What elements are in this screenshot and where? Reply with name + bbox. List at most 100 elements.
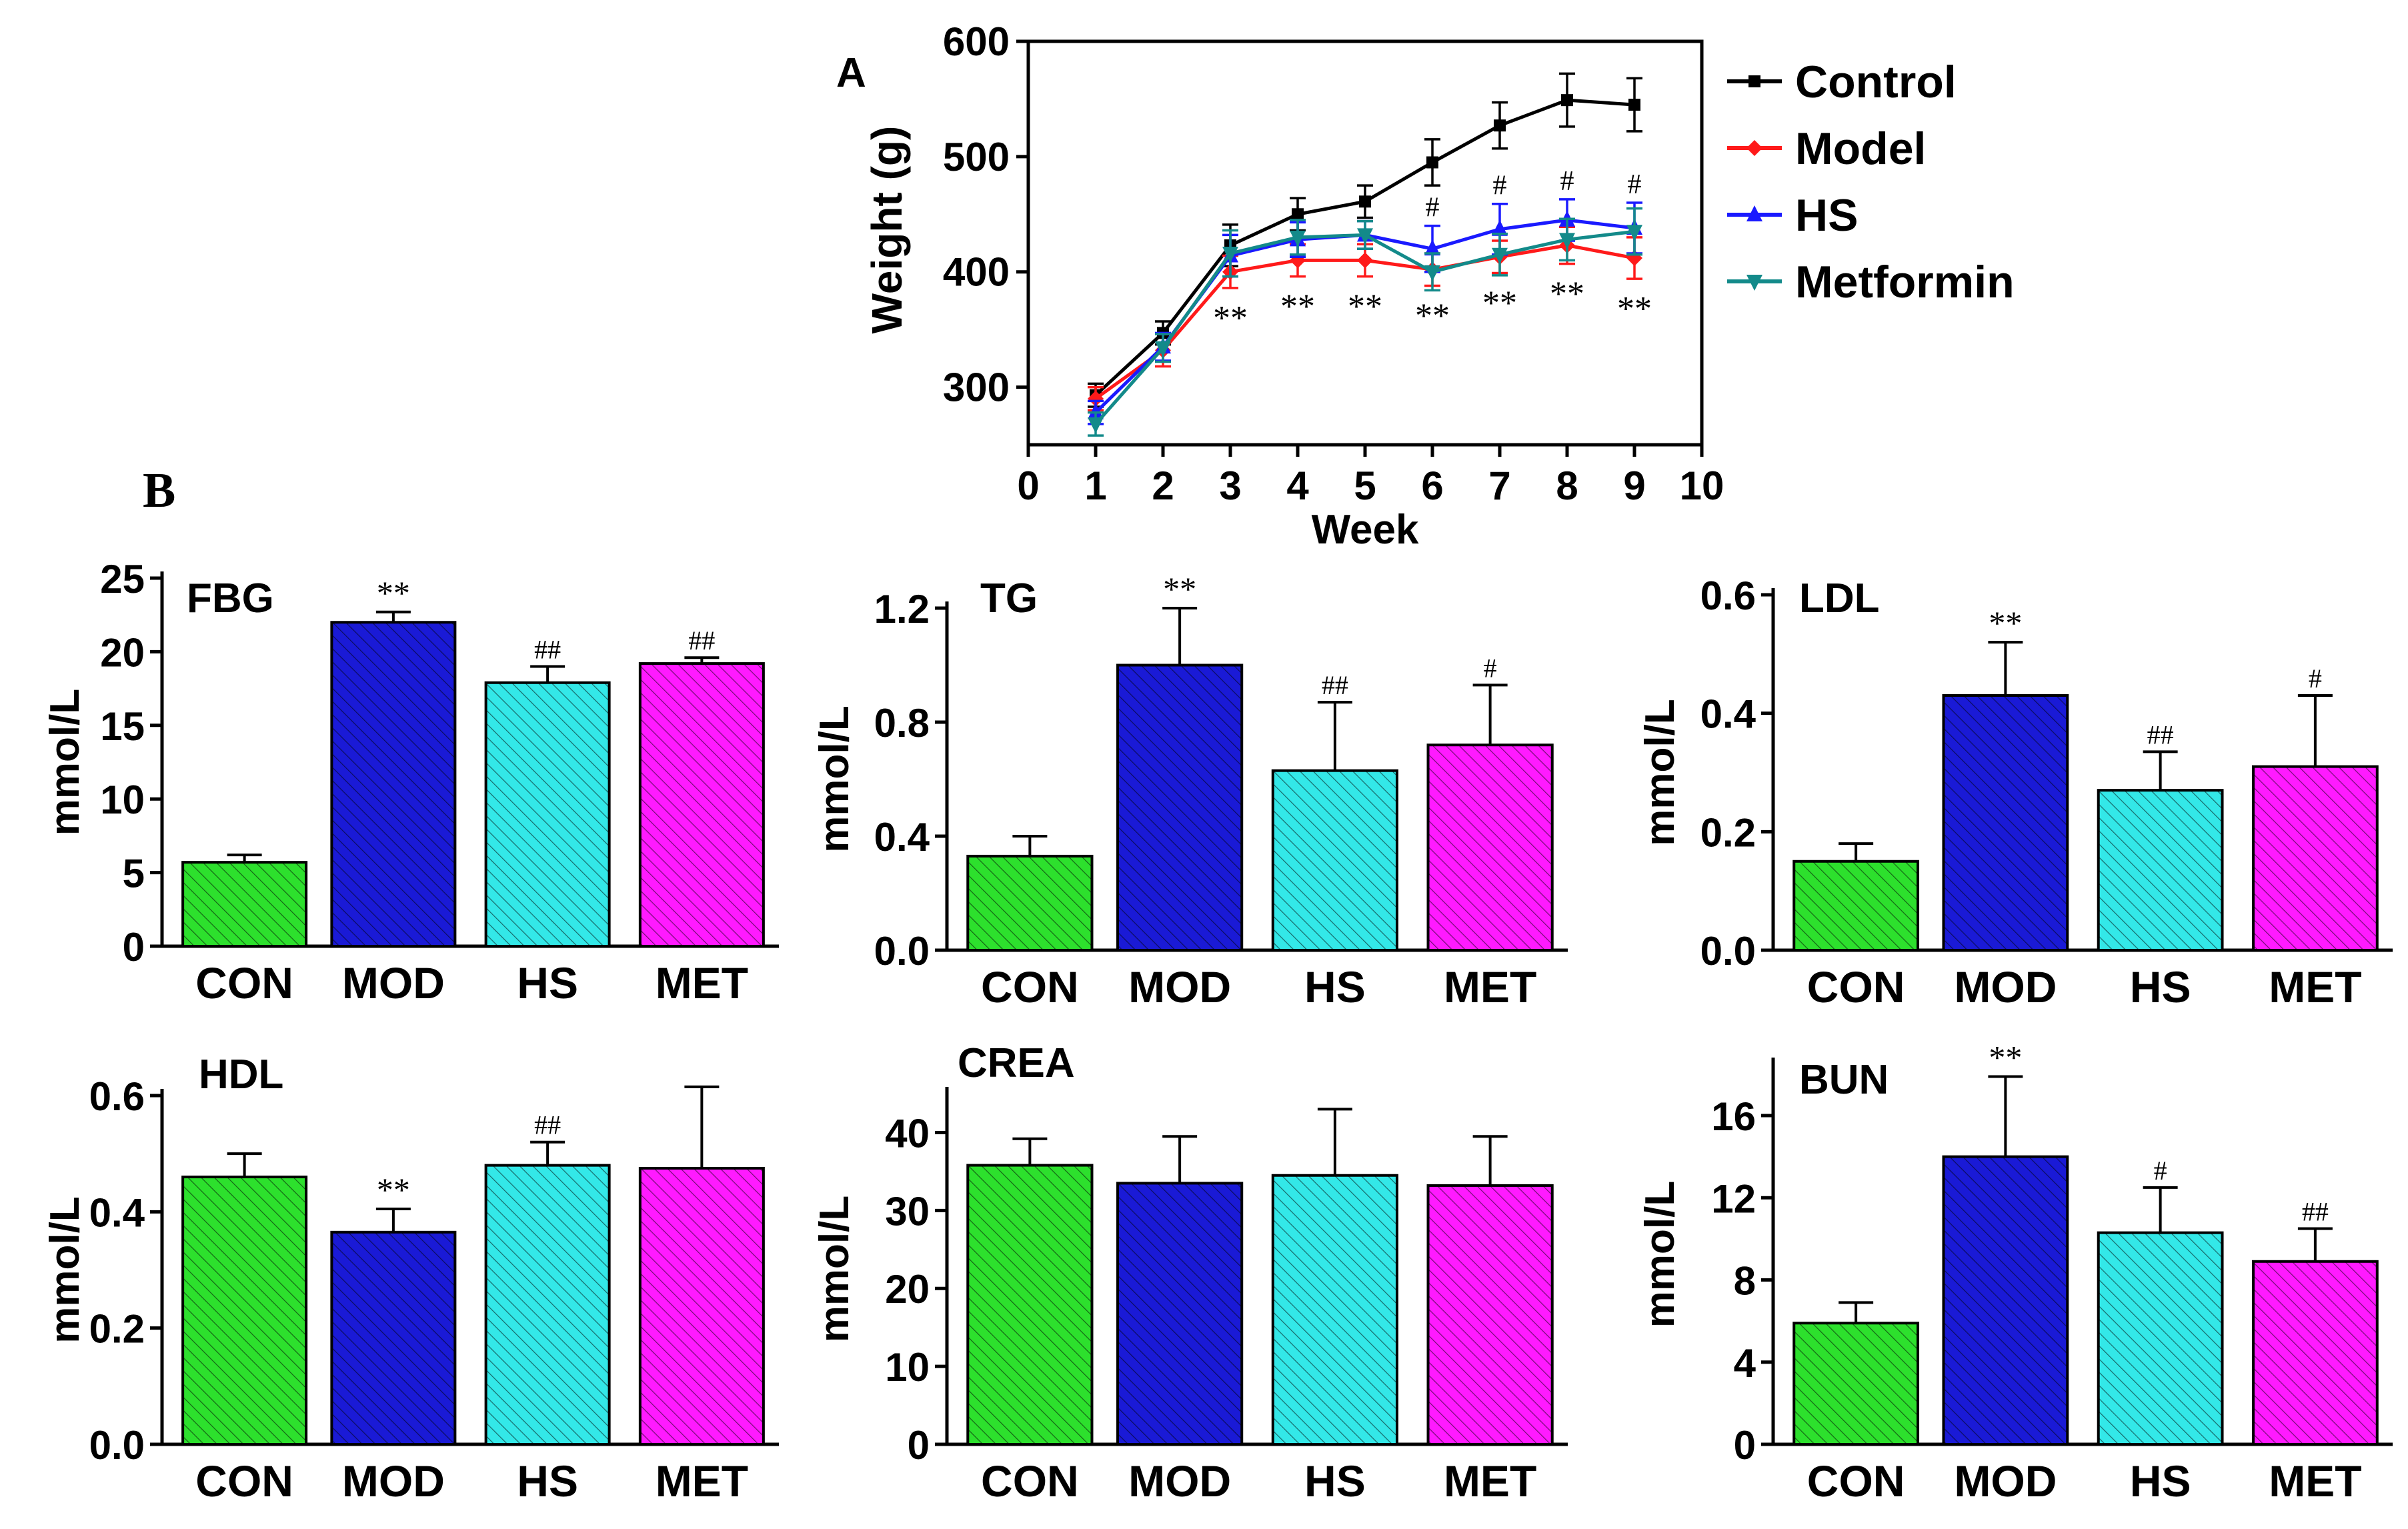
data-point [1561,94,1573,107]
crea-chart: 0 10 20 30 40 CREA mmol/L CON MOD HS MET [812,1040,1568,1506]
data-point [1424,265,1440,281]
data-point [1088,417,1104,433]
y-tick-label: 20 [885,1267,930,1312]
x-tick-label: 7 [1488,463,1510,508]
x-tick-label: HS [1304,962,1366,1012]
significance-mark: ** [1989,604,2022,641]
y-tick-label: 16 [1711,1094,1756,1139]
bar-hatch [2098,1232,2223,1444]
significance-mark: # [1628,169,1642,200]
y-tick-label: 30 [885,1189,930,1234]
bar-hatch [968,1165,1092,1444]
y-axis-label: mmol/L [42,1196,88,1343]
data-point [1222,247,1238,263]
legend-marker [1746,275,1762,291]
significance-mark: ## [534,1110,561,1140]
x-tick-label: MET [2269,962,2361,1012]
x-tick-label: 2 [1152,463,1174,508]
bar-hatch [1118,1183,1242,1444]
bun-chart: 0 4 8 12 16 BUN mmol/L CON ** MOD # HS ## MET [1637,1038,2393,1506]
x-tick-label: MOD [1954,962,2057,1012]
x-tick-label: 0 [1017,463,1039,508]
x-tick-label: MOD [1128,1456,1231,1506]
bar-hatch [2253,766,2377,950]
x-tick-label: HS [2130,962,2191,1012]
chart-title: BUN [1799,1057,1889,1103]
chart-title: LDL [1799,575,1880,621]
significance-mark: # [2154,1156,2167,1186]
x-tick-label: CON [981,1456,1079,1506]
data-point [1628,99,1640,111]
chart-title: TG [980,575,1038,621]
significance-mark: # [2309,663,2322,693]
x-axis-label: Week [1312,507,1419,553]
x-tick-label: 8 [1556,463,1578,508]
significance-mark: ** [1213,299,1248,337]
significance-mark: ** [1550,275,1584,313]
x-tick-label: MOD [1128,962,1231,1012]
legend-label: Control [1795,57,1957,107]
y-axis-label: mmol/L [1637,699,1683,846]
bar-hatch [183,1177,307,1444]
panel-label-b: B [143,463,175,518]
chart-title: FBG [187,575,274,621]
significance-mark: ** [1482,284,1517,322]
significance-mark: ** [1989,1038,2022,1076]
bar-hatch [485,1165,610,1444]
y-axis-label: Weight (g) [863,126,911,334]
bar-hatch [640,663,764,946]
y-tick-label: 4 [1734,1341,1756,1386]
data-point [1494,119,1506,132]
significance-mark: ** [377,574,410,611]
bar-hatch [331,622,455,946]
significance-mark: ** [377,1171,410,1208]
bar-hatch [1428,745,1552,950]
x-tick-label: 5 [1354,463,1376,508]
y-tick-label: 0.2 [1700,810,1756,855]
x-tick-label: 6 [1421,463,1443,508]
bar-hatch [1272,770,1397,950]
tg-chart: 0.0 0.4 0.8 1.2 TG mmol/L CON ** MOD ## HS # MET [812,570,1568,1012]
y-tick-label: 20 [100,630,145,675]
bar-hatch [2098,790,2223,950]
bar-hatch [1794,861,1919,950]
y-tick-label: 0 [908,1423,930,1468]
y-tick-label: 0.4 [89,1190,145,1235]
bar-hatch [183,862,307,946]
data-point [1357,252,1373,269]
significance-mark: # [1560,166,1574,197]
y-tick-label: 40 [885,1111,930,1156]
y-tick-label: 0.2 [89,1307,145,1352]
weight-chart: 300 400 500 600 0 1 2 3 4 5 6 7 8 9 10 Week Weight (g) **… [863,19,2015,553]
y-tick-label: 15 [100,704,145,749]
significance-mark: # [1426,193,1440,223]
y-tick-label: 0 [123,925,145,970]
x-tick-label: 1 [1084,463,1106,508]
data-point [1088,403,1104,419]
y-tick-label: 0.8 [874,701,930,745]
fbg-chart: 0 5 10 15 20 25 FBG mmol/L CON ** MOD ## HS ## MET [42,557,779,1008]
y-tick-label: 0.4 [874,815,930,860]
x-tick-label: CON [1807,1456,1905,1506]
significance-mark: ** [1280,288,1315,326]
legend-label: Metformin [1795,257,2015,307]
significance-mark: # [1484,653,1497,683]
y-axis-label: mmol/L [42,689,88,836]
data-point [1155,341,1171,357]
y-axis-label: mmol/L [812,705,858,852]
x-tick-label: MOD [342,958,445,1008]
x-tick-label: 4 [1286,463,1309,508]
y-tick-label: 0.0 [874,929,930,974]
x-tick-label: MET [1444,962,1536,1012]
bar-hatch [1428,1185,1552,1444]
x-tick-label: 9 [1623,463,1645,508]
x-tick-label: CON [195,1456,293,1506]
legend: Control Model HS Metformin [1727,57,2015,307]
significance-mark: ** [1617,290,1652,328]
legend-marker [1746,205,1762,221]
data-point [1359,195,1371,208]
x-tick-label: HS [517,1456,578,1506]
y-tick-label: 0 [1734,1423,1756,1468]
